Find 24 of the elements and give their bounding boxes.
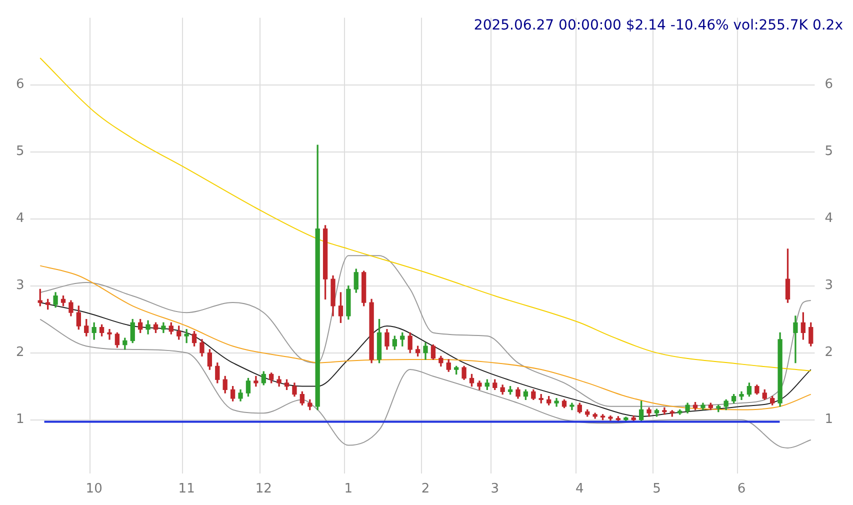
y2-tick-label: 1 [824,412,834,428]
y-tick-label: 3 [16,278,24,294]
line-series [40,58,812,372]
x-tick-label: 2 [421,482,430,497]
x-tick-label: 11 [178,482,195,497]
y-tick-label: 5 [16,144,24,160]
y2-tick-label: 4 [824,211,834,226]
chart-title: 2025.06.27 00:00:00 $2.14 -10.46% vol:255.7K 0.2x [474,18,843,34]
x-tick-label: 3 [490,482,500,497]
y2-tick-label: 2 [824,345,834,360]
x-tick-label: 5 [652,482,661,497]
x-tick-label: 12 [255,482,272,497]
y2-tick-label: 5 [824,144,834,160]
y2-tick-label: 6 [824,77,834,92]
y-tick-label: 2 [16,345,24,360]
y-tick-label: 4 [16,211,24,226]
y-tick-label: 1 [16,412,24,428]
y2-tick-label: 3 [824,278,834,294]
x-tick-label: 1 [344,482,353,497]
x-tick-label: 6 [737,482,746,497]
line-series [40,318,812,448]
x-tick-label: 10 [86,482,102,497]
x-tick-label: 4 [576,482,584,497]
y-tick-label: 6 [16,77,24,92]
